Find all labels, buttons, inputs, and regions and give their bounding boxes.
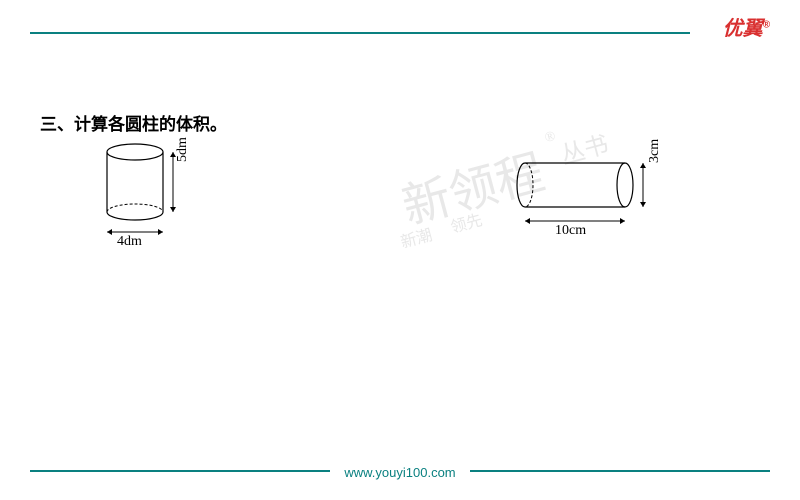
bottom-divider-right [470,470,770,472]
cyl1-diameter-label: 4dm [117,234,142,250]
watermark-reg: ® [543,129,557,147]
cylinder-1: 4dm 5dm [95,140,205,250]
logo-reg: ® [763,19,770,30]
watermark-sub3-text: 领先 [449,212,484,237]
logo-text: 优翼 [723,18,763,40]
watermark-reg-text: ® [543,129,557,146]
footer-url: www.youyi100.com [344,465,455,480]
question-title: 三、计算各圆柱的体积。 [40,110,227,135]
watermark-sub2-text: 新潮 [399,227,434,252]
cylinder-2: 10cm 3cm [505,155,675,245]
cyl2-length-label: 10cm [555,223,586,239]
cyl2-diameter-label: 3cm [647,139,663,163]
cyl1-height-label: 5dm [175,137,191,162]
brand-logo: 优翼® [723,12,770,41]
bottom-divider-left [30,470,330,472]
cylinder-2-svg [505,155,675,245]
watermark-sub2: 新潮 [397,221,434,252]
top-divider [30,32,690,34]
watermark-sub3: 领先 [447,206,484,237]
